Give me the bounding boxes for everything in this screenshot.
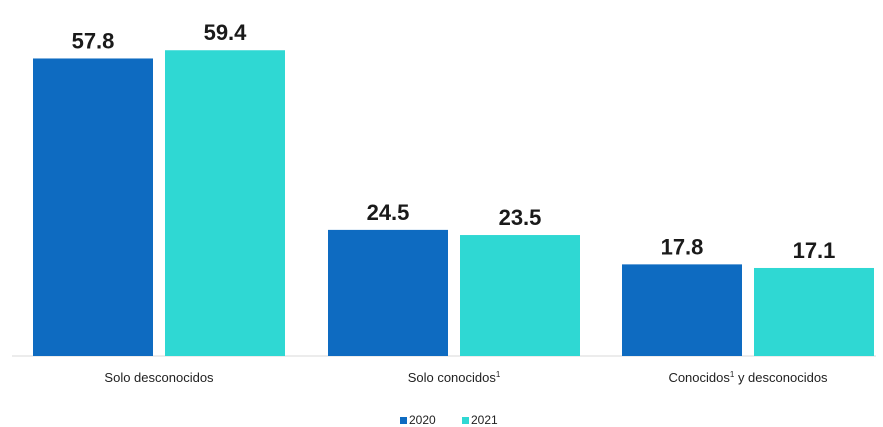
data-label-2021-1: 59.4 xyxy=(204,20,248,45)
data-label-2021-3: 17.1 xyxy=(793,238,836,263)
legend-label-2021: 2021 xyxy=(471,413,498,427)
bar-2020-3 xyxy=(622,264,742,356)
bar-2021-3 xyxy=(754,267,874,356)
legend-label-2020: 2020 xyxy=(409,413,436,427)
category-label-3: Conocidos1 y desconocidos xyxy=(668,370,828,385)
data-label-2020-3: 17.8 xyxy=(661,234,704,259)
category-label-2: Solo conocidos1 xyxy=(408,370,501,385)
data-label-2020-1: 57.8 xyxy=(72,28,115,53)
legend-swatch-2020 xyxy=(400,417,407,424)
legend-swatch-2021 xyxy=(462,417,469,424)
bar-2021-2 xyxy=(460,235,580,356)
bar-2020-2 xyxy=(328,229,448,356)
data-label-2020-2: 24.5 xyxy=(367,200,410,225)
bar-2020-1 xyxy=(33,58,153,356)
data-label-2021-2: 23.5 xyxy=(499,205,542,230)
bar-2021-1 xyxy=(165,50,285,357)
category-label-1: Solo desconocidos xyxy=(104,370,214,385)
